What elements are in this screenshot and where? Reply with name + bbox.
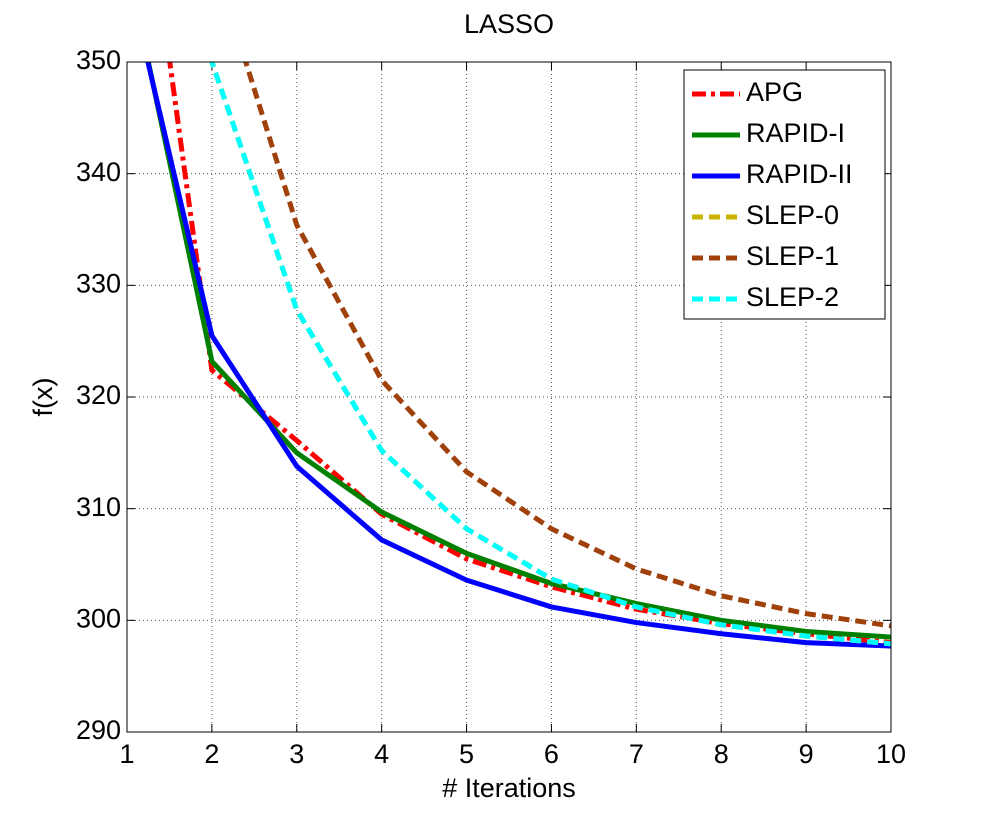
data-line xyxy=(145,62,891,640)
plot-lines xyxy=(145,62,891,649)
chart-title: LASSO xyxy=(464,9,554,39)
y-tick-label: 300 xyxy=(76,603,121,633)
legend-box xyxy=(683,69,886,320)
x-tick-label: 10 xyxy=(876,739,906,769)
y-axis-label: f(x) xyxy=(28,378,58,417)
y-tick-label: 320 xyxy=(76,380,121,410)
data-line xyxy=(209,62,891,647)
legend-label: RAPID-I xyxy=(746,118,845,148)
legend-label: SLEP-2 xyxy=(746,282,839,312)
x-tick-label: 6 xyxy=(544,739,559,769)
x-tick-label: 4 xyxy=(374,739,389,769)
legend-label: SLEP-0 xyxy=(746,200,839,230)
y-tick-label: 340 xyxy=(76,157,121,187)
x-tick-label: 1 xyxy=(119,739,134,769)
x-tick-label: 8 xyxy=(714,739,729,769)
x-tick-label: 9 xyxy=(799,739,814,769)
y-tick-label: 330 xyxy=(76,268,121,298)
data-line xyxy=(145,62,891,649)
x-tick-label: 2 xyxy=(204,739,219,769)
data-line xyxy=(243,62,891,629)
x-tick-label: 7 xyxy=(629,739,644,769)
y-tick-label: 350 xyxy=(76,45,121,75)
x-axis-label: # Iterations xyxy=(442,773,576,803)
plot-border xyxy=(126,61,892,733)
legend-label: RAPID-II xyxy=(746,159,853,189)
x-tick-label: 5 xyxy=(459,739,474,769)
legend-label: APG xyxy=(746,77,803,107)
y-tick-label: 290 xyxy=(76,715,121,745)
y-tick-label: 310 xyxy=(76,492,121,522)
x-tick-label: 3 xyxy=(289,739,304,769)
legend-label: SLEP-1 xyxy=(746,241,839,271)
